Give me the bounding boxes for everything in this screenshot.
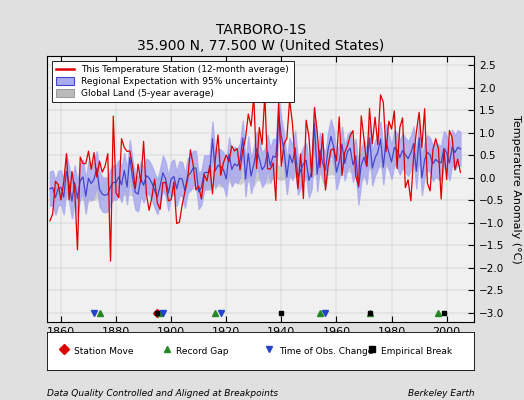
- Text: Empirical Break: Empirical Break: [381, 346, 452, 356]
- Text: Station Move: Station Move: [74, 346, 133, 356]
- Text: Time of Obs. Change: Time of Obs. Change: [279, 346, 373, 356]
- Text: Data Quality Controlled and Aligned at Breakpoints: Data Quality Controlled and Aligned at B…: [47, 389, 278, 398]
- Legend: This Temperature Station (12-month average), Regional Expectation with 95% uncer: This Temperature Station (12-month avera…: [52, 60, 294, 102]
- Y-axis label: Temperature Anomaly (°C): Temperature Anomaly (°C): [511, 115, 521, 263]
- Text: Berkeley Earth: Berkeley Earth: [408, 389, 474, 398]
- Text: Record Gap: Record Gap: [176, 346, 228, 356]
- Title: TARBORO-1S
35.900 N, 77.500 W (United States): TARBORO-1S 35.900 N, 77.500 W (United St…: [137, 23, 384, 54]
